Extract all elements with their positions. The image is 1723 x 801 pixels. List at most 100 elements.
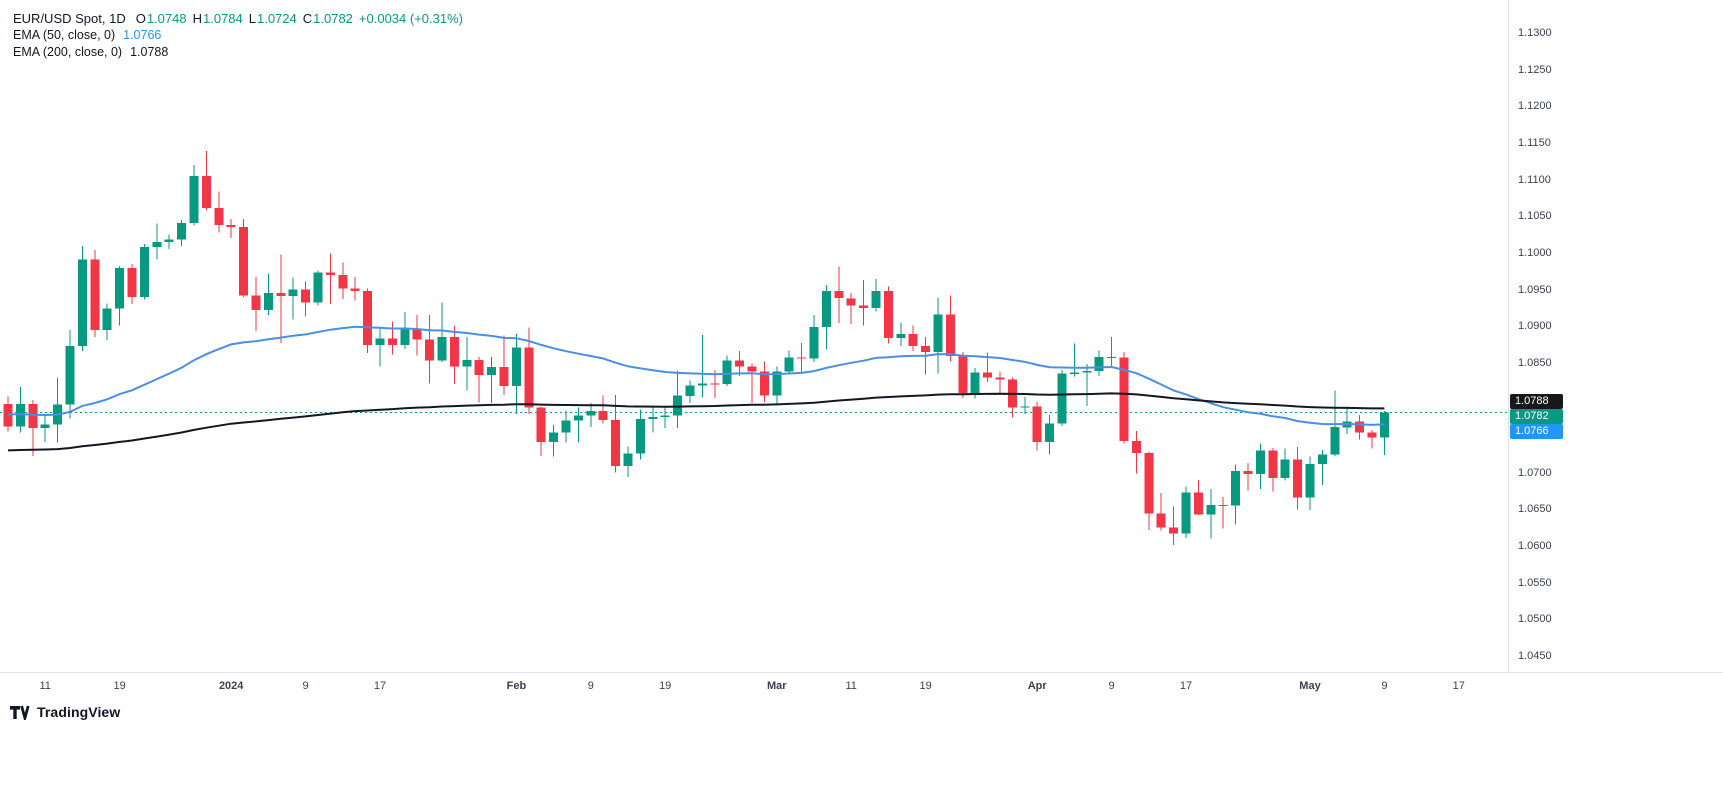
candle: [1193, 480, 1203, 516]
candle: [1342, 406, 1352, 434]
ema200-price-badge: 1.0788: [1510, 393, 1563, 409]
candle: [1379, 411, 1389, 456]
candle: [784, 350, 794, 373]
price-tick-label: 1.0550: [1518, 576, 1552, 589]
candle: [945, 295, 955, 362]
symbol-title: EUR/USD Spot, 1D: [13, 10, 126, 26]
price-tick-label: 1.0900: [1518, 320, 1552, 333]
time-tick-label: 19: [919, 680, 932, 692]
price-tick-label: 1.0850: [1518, 356, 1552, 369]
price-tick-label: 1.0650: [1518, 503, 1552, 516]
chart-legend: EUR/USD Spot, 1D O 1.0748 H 1.0784 L 1.0724…: [13, 10, 463, 61]
candle: [462, 337, 472, 391]
price-tick-label: 1.0600: [1518, 540, 1552, 552]
candle: [40, 415, 50, 442]
candle: [697, 334, 707, 398]
ema50-value: 1.0766: [123, 28, 162, 42]
high-value: 1.0784: [202, 10, 243, 26]
price-tick-label: 1.1100: [1518, 173, 1551, 186]
candle: [1069, 343, 1079, 377]
candle: [561, 410, 571, 443]
ema50-legend-row[interactable]: EMA (50, close, 0) 1.0766: [13, 27, 463, 43]
candle: [1243, 463, 1253, 491]
candle: [660, 406, 670, 428]
time-tick-label: 17: [373, 680, 387, 692]
candle: [511, 333, 521, 414]
tradingview-logo-text: TradingView: [37, 704, 121, 720]
candle: [1231, 464, 1241, 525]
candle: [437, 302, 447, 362]
candle: [1355, 414, 1365, 440]
candle: [536, 406, 546, 456]
candle: [1045, 414, 1055, 455]
ema200-legend-row[interactable]: EMA (200, close, 0) 1.0788: [13, 44, 463, 60]
candle: [1082, 364, 1092, 406]
candle: [127, 263, 137, 305]
candle: [189, 164, 199, 226]
time-tick-label: 9: [302, 680, 309, 692]
candle: [263, 273, 273, 316]
time-tick-label: 9: [1381, 680, 1388, 692]
candle: [1206, 488, 1216, 539]
candle: [65, 329, 75, 419]
candle: [363, 288, 373, 354]
candle: [735, 351, 745, 376]
price-tick-label: 1.1300: [1518, 27, 1552, 39]
price-tick-label: 1.0950: [1518, 283, 1552, 296]
candle: [797, 343, 807, 373]
candle: [834, 266, 844, 324]
candle: [549, 425, 559, 457]
ema200-line: [7, 392, 1385, 452]
candle: [908, 325, 918, 351]
candle: [449, 325, 459, 384]
ema200-value: 1.0788: [130, 45, 169, 59]
symbol-legend-row[interactable]: EUR/USD Spot, 1D O 1.0748 H 1.0784 L 1.0724…: [13, 10, 463, 26]
candle: [53, 378, 63, 443]
candle: [1020, 397, 1030, 414]
ema50-line: [7, 325, 1385, 426]
candle: [102, 303, 112, 340]
time-tick-label: 9: [587, 680, 594, 692]
tradingview-logo[interactable]: TradingView: [10, 704, 120, 720]
time-tick-label: 19: [659, 680, 672, 692]
open-value: 1.0748: [146, 10, 187, 26]
candle: [772, 366, 782, 404]
time-tick-label: 11: [39, 680, 51, 692]
candle: [487, 356, 497, 404]
candle: [623, 446, 633, 478]
price-tick-label: 1.1050: [1518, 210, 1552, 223]
candle: [177, 219, 187, 247]
candle: [301, 281, 311, 317]
candle: [821, 285, 831, 350]
candle: [722, 355, 732, 387]
candle: [809, 315, 819, 362]
candle: [15, 386, 25, 433]
candle: [1131, 430, 1141, 474]
candle: [226, 219, 236, 239]
candle: [1032, 401, 1042, 451]
price-tick-label: 1.0700: [1518, 466, 1552, 479]
candle: [648, 407, 658, 433]
candle: [152, 223, 162, 260]
ohlc-readout: O 1.0748 H 1.0784 L 1.0724 C 1.0782 +0.0034 …: [136, 11, 463, 26]
candle: [201, 151, 211, 211]
chart-plot-area[interactable]: [0, 0, 1508, 672]
price-axis[interactable]: 1.1300 1.1250 1.1200 1.1150 1.1100 1.1050 1.10…: [1508, 0, 1723, 672]
candle: [586, 403, 596, 428]
candle: [1107, 337, 1117, 368]
time-tick-label: 2024: [218, 680, 244, 692]
candle: [28, 400, 38, 456]
candle: [933, 297, 943, 374]
time-tick-label: 11: [845, 680, 857, 692]
time-tick-label: Mar: [767, 680, 787, 692]
time-tick-label: Feb: [506, 680, 527, 692]
candle: [896, 322, 906, 346]
close-value: 1.0782: [313, 10, 353, 26]
time-axis[interactable]: 11 19 2024 9 17 Feb 9 19 Mar 11 19 Apr 9 17 May 9 17: [0, 672, 1723, 702]
candle: [859, 279, 869, 326]
candle: [115, 266, 125, 326]
time-tick-label: 17: [1179, 680, 1193, 692]
price-tick-label: 1.1000: [1518, 246, 1552, 259]
high-label: H: [192, 10, 202, 26]
